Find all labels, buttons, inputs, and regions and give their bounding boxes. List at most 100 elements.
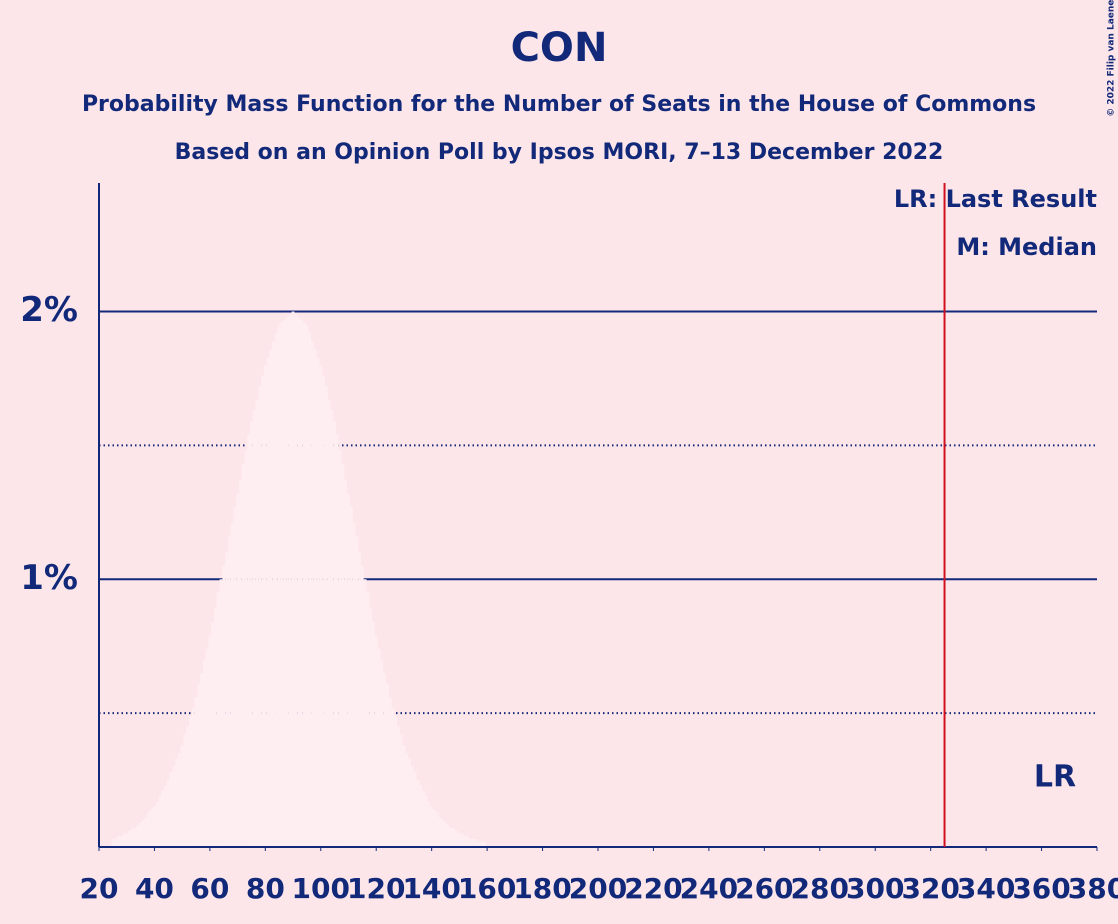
bar xyxy=(233,506,237,847)
bar xyxy=(352,523,356,847)
bar xyxy=(219,579,223,847)
bar xyxy=(133,828,137,847)
bar xyxy=(258,386,262,847)
bar xyxy=(355,536,359,847)
bar xyxy=(178,753,181,847)
legend-entry: LR: Last Result xyxy=(894,185,1097,213)
bar xyxy=(324,386,328,847)
bar xyxy=(261,375,264,847)
x-tick-label: 340 xyxy=(957,872,1015,905)
bar xyxy=(172,766,176,847)
bar xyxy=(302,322,306,847)
bar xyxy=(197,683,201,847)
bar xyxy=(471,838,475,847)
bar xyxy=(316,357,320,847)
bar xyxy=(424,796,428,847)
bar xyxy=(294,314,298,847)
bar xyxy=(117,836,120,847)
bar xyxy=(372,622,375,847)
bar xyxy=(286,316,289,847)
bar xyxy=(202,659,206,847)
bar xyxy=(349,506,353,847)
bar xyxy=(266,357,270,847)
bar xyxy=(344,480,348,847)
x-tick-label: 280 xyxy=(791,872,849,905)
bar xyxy=(130,828,134,847)
bar xyxy=(421,790,425,847)
bar xyxy=(250,421,253,847)
bar xyxy=(205,648,209,847)
bar xyxy=(430,806,434,847)
bar xyxy=(319,365,323,847)
bar xyxy=(216,592,220,847)
bar xyxy=(474,838,478,847)
bar xyxy=(416,780,420,847)
bar xyxy=(397,726,400,847)
bar xyxy=(482,841,486,847)
bar xyxy=(313,349,317,847)
bar xyxy=(463,836,467,847)
chart-title: CON xyxy=(511,25,608,71)
bar xyxy=(466,836,470,847)
bar xyxy=(347,493,350,847)
bar xyxy=(189,715,192,847)
bar xyxy=(311,340,314,847)
x-tick-label: 60 xyxy=(190,872,229,905)
bar xyxy=(366,592,370,847)
bar xyxy=(125,833,129,847)
bar xyxy=(169,772,173,847)
bar xyxy=(333,421,337,847)
y-tick-label: 1% xyxy=(20,558,78,598)
bar xyxy=(380,659,384,847)
bar xyxy=(263,365,267,847)
bar xyxy=(247,434,251,847)
bar xyxy=(369,608,373,847)
bar xyxy=(283,319,287,847)
bar xyxy=(222,565,226,847)
bar xyxy=(252,410,256,847)
bar xyxy=(327,399,331,847)
chart-subtitle: Based on an Opinion Poll by Ipsos MORI, … xyxy=(175,140,944,165)
bar xyxy=(255,399,259,847)
x-tick-label: 260 xyxy=(735,872,793,905)
bar xyxy=(299,319,303,847)
bar xyxy=(444,822,447,847)
bar xyxy=(449,828,453,847)
bar xyxy=(377,648,381,847)
bar xyxy=(297,316,300,847)
bar xyxy=(413,772,417,847)
bar xyxy=(119,836,123,847)
bar xyxy=(469,838,472,847)
x-tick-label: 120 xyxy=(347,872,405,905)
bar xyxy=(477,841,481,847)
bar xyxy=(269,349,273,847)
bar xyxy=(374,635,378,847)
bar xyxy=(150,809,154,847)
bar xyxy=(441,820,445,847)
x-tick-label: 100 xyxy=(292,872,350,905)
bar xyxy=(166,780,170,847)
x-tick-label: 380 xyxy=(1068,872,1118,905)
x-tick-label: 300 xyxy=(846,872,904,905)
bar xyxy=(458,833,461,847)
bar xyxy=(153,806,156,847)
bar xyxy=(288,314,292,847)
bar xyxy=(139,822,142,847)
bar xyxy=(305,324,309,848)
bar xyxy=(291,311,295,848)
bar xyxy=(394,715,398,847)
bar xyxy=(338,450,342,847)
bar xyxy=(308,332,312,847)
last-result-label: LR xyxy=(1034,760,1076,795)
x-tick-label: 240 xyxy=(680,872,738,905)
x-tick-label: 200 xyxy=(569,872,627,905)
bar xyxy=(241,464,245,847)
bar xyxy=(208,635,212,847)
bar xyxy=(341,464,345,847)
bar xyxy=(227,536,231,847)
bar xyxy=(383,672,386,847)
bar xyxy=(200,672,203,847)
bar xyxy=(175,758,179,847)
bar xyxy=(410,766,414,847)
bar xyxy=(128,830,131,847)
